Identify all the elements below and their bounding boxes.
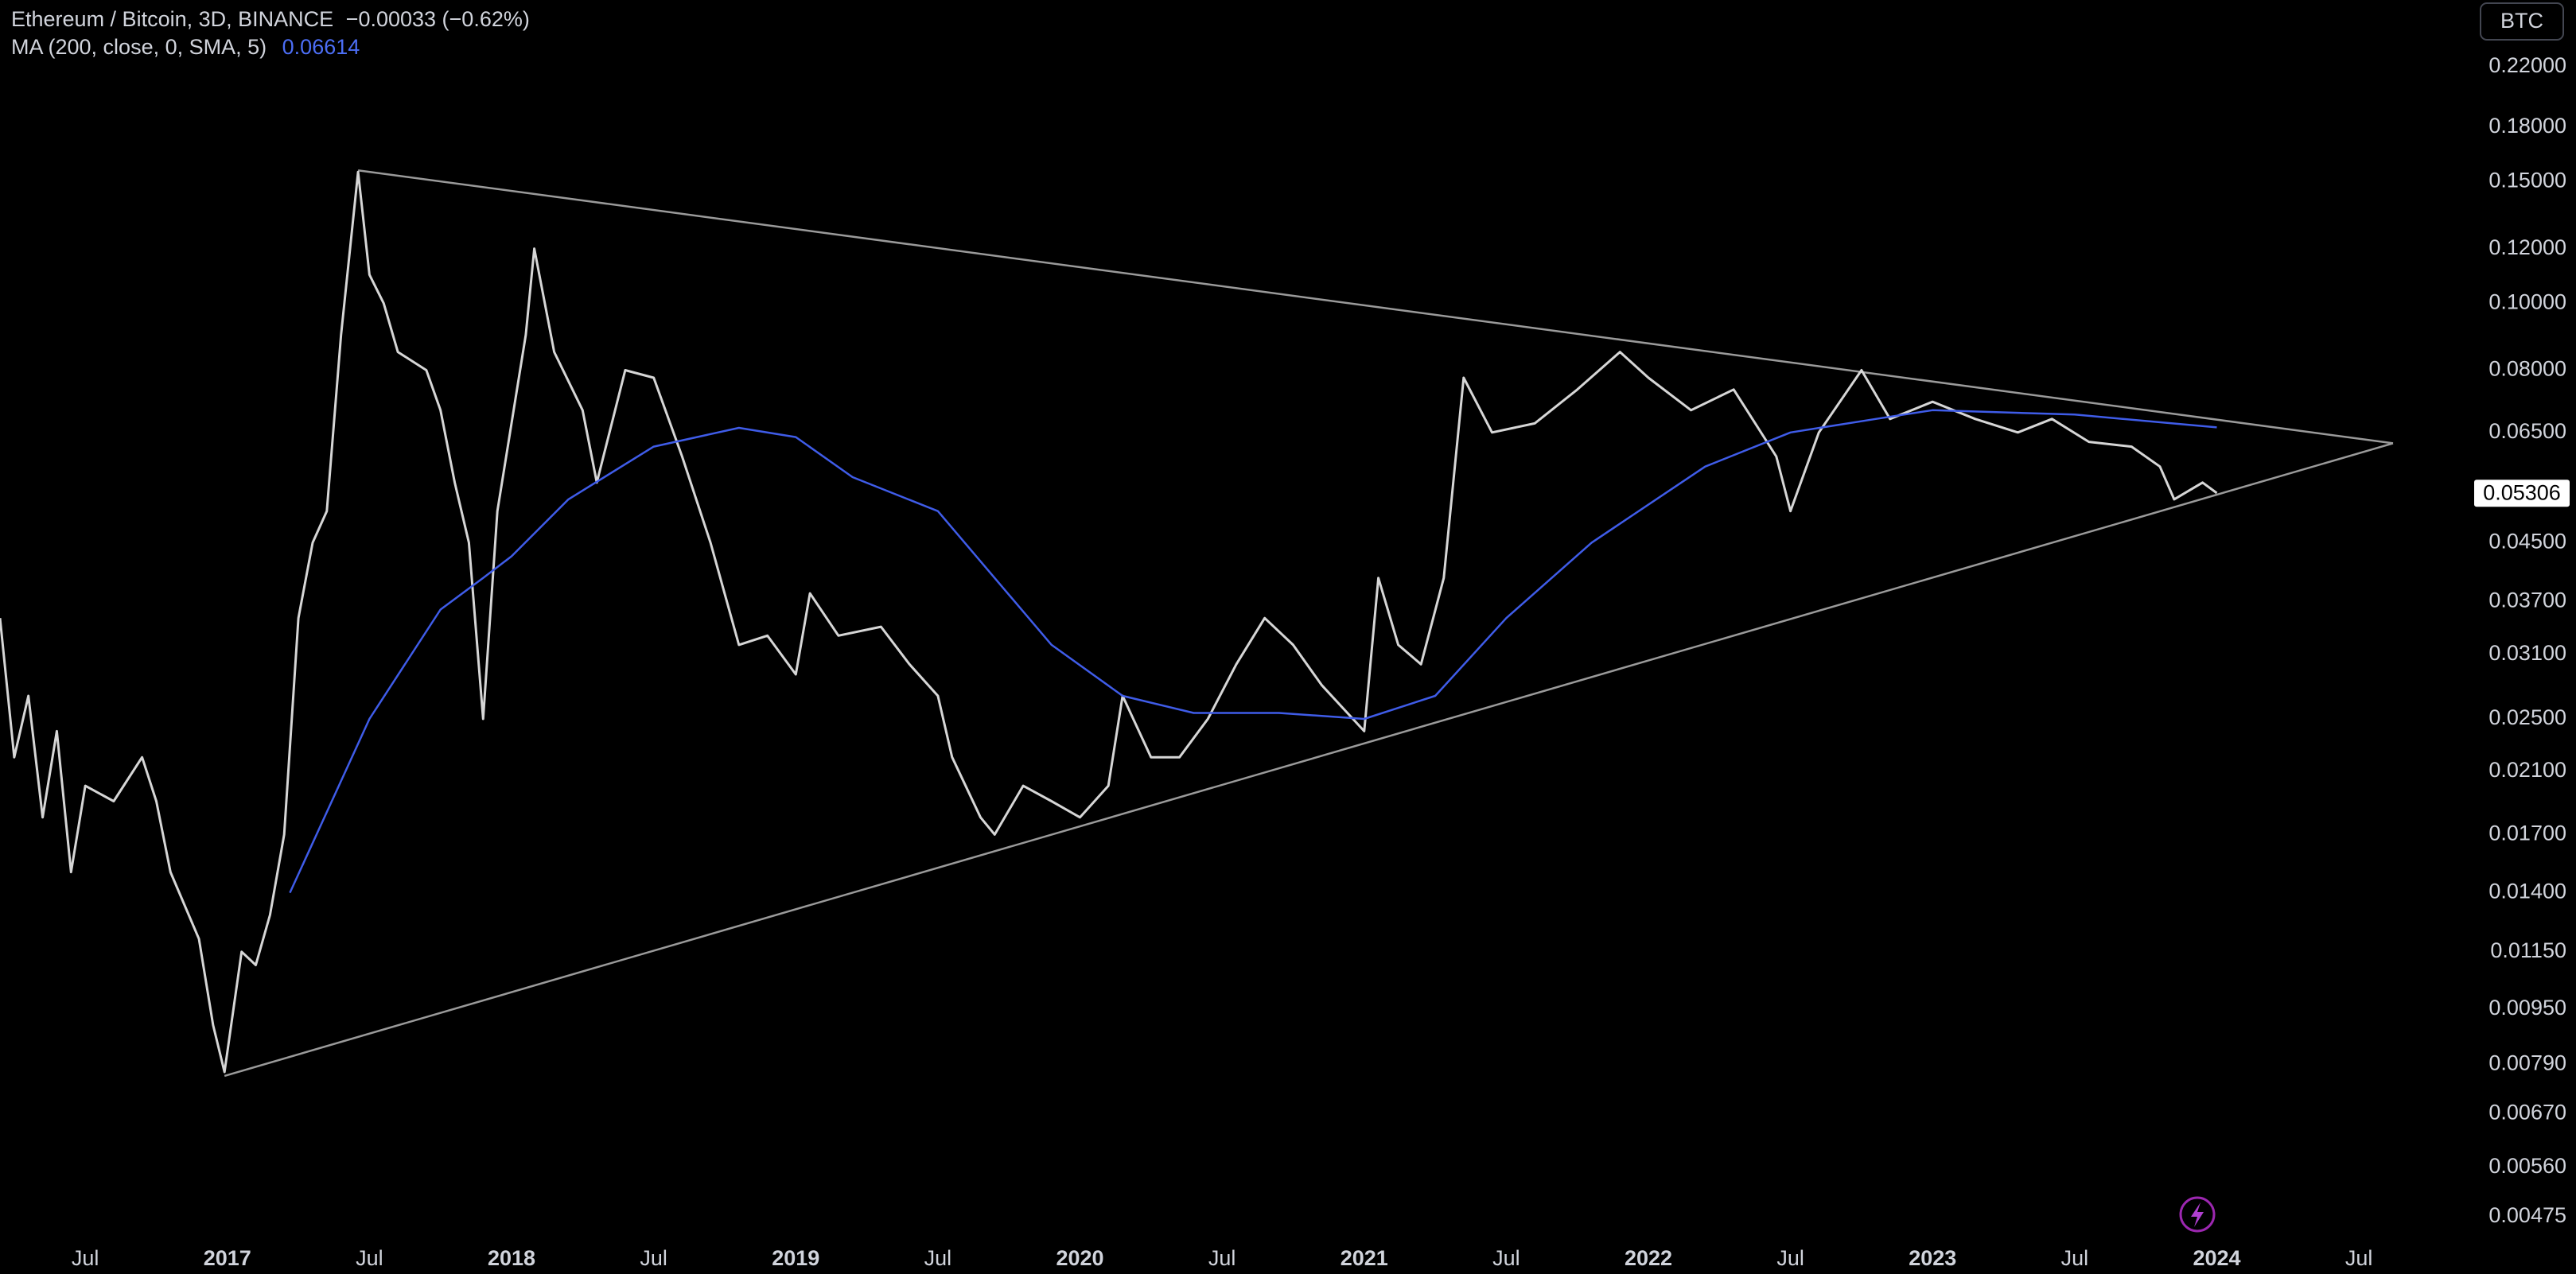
series-line <box>289 409 2217 894</box>
header: Ethereum / Bitcoin, 3D, BINANCE −0.00033… <box>11 7 530 31</box>
trendline <box>224 442 2394 1078</box>
y-tick-label: 0.00475 <box>2488 1203 2566 1227</box>
y-tick-label: 0.15000 <box>2488 169 2566 192</box>
y-tick-label: 0.00790 <box>2488 1051 2566 1074</box>
y-tick-label: 0.01150 <box>2490 938 2566 962</box>
y-tick-label: 0.00670 <box>2488 1101 2566 1124</box>
x-tick-label: 2022 <box>1625 1246 1672 1270</box>
icon-circle[interactable] <box>2179 1196 2216 1233</box>
trendline <box>357 169 2394 445</box>
indicator-legend: MA (200, close, 0, SMA, 5) 0.06614 <box>11 35 360 59</box>
x-tick-label: Jul <box>1208 1246 1236 1270</box>
x-tick-label: 2024 <box>2193 1246 2240 1270</box>
currency-button-label[interactable]: BTC <box>2500 9 2543 33</box>
x-tick-label: 2020 <box>1056 1246 1103 1270</box>
lightning-icon[interactable] <box>2179 1196 2216 1233</box>
x-tick-label: Jul <box>924 1246 952 1270</box>
currency-button[interactable] <box>2480 2 2564 41</box>
change-label: −0.00033 (−0.62%) <box>346 7 530 31</box>
icon-bolt[interactable] <box>2191 1202 2204 1227</box>
x-tick-label: 2021 <box>1341 1246 1388 1270</box>
y-tick-label: 0.04500 <box>2488 530 2566 553</box>
x-tick-label: 2018 <box>488 1246 535 1270</box>
indicator-value: 0.06614 <box>282 35 360 59</box>
y-tick-label: 0.00560 <box>2488 1154 2566 1178</box>
x-tick-label: Jul <box>356 1246 383 1270</box>
indicator-label: MA (200, close, 0, SMA, 5) <box>11 35 267 59</box>
chart-title: Ethereum / Bitcoin, 3D, BINANCE <box>11 7 333 31</box>
x-tick-label: 2019 <box>772 1246 819 1270</box>
y-tick-label: 0.01700 <box>2488 821 2566 845</box>
x-tick-label: Jul <box>640 1246 667 1270</box>
y-tick-label: 0.02500 <box>2488 705 2566 729</box>
y-tick-label: 0.18000 <box>2488 114 2566 138</box>
x-tick-label: Jul <box>2061 1246 2089 1270</box>
y-tick-label: 0.03700 <box>2488 588 2566 612</box>
y-tick-label: 0.12000 <box>2488 235 2566 259</box>
y-tick-label: 0.10000 <box>2488 289 2566 313</box>
y-tick-label: 0.01400 <box>2488 880 2566 903</box>
last-price-tag <box>2474 480 2570 507</box>
last-price-label: 0.05306 <box>2483 480 2561 504</box>
x-tick-label: 2017 <box>204 1246 251 1270</box>
x-tick-label: Jul <box>72 1246 99 1270</box>
y-tick-label: 0.08000 <box>2488 357 2566 381</box>
y-tick-label: 0.02100 <box>2488 758 2566 782</box>
y-tick-label: 0.03100 <box>2488 641 2566 665</box>
y-tick-label: 0.06500 <box>2488 419 2566 443</box>
x-tick-label: Jul <box>1492 1246 1520 1270</box>
y-tick-label: 0.22000 <box>2488 53 2566 77</box>
x-tick-label: Jul <box>2345 1246 2373 1270</box>
x-tick-label: 2023 <box>1909 1246 1956 1270</box>
series-line <box>0 170 2218 1074</box>
x-tick-label: Jul <box>1776 1246 1804 1270</box>
y-tick-label: 0.00950 <box>2488 996 2566 1020</box>
